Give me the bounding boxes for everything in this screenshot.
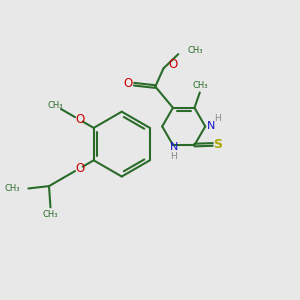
Text: H: H [170, 152, 177, 161]
Text: CH₃: CH₃ [47, 101, 63, 110]
Text: O: O [75, 162, 84, 175]
Text: CH₃: CH₃ [193, 81, 208, 90]
Text: CH₃: CH₃ [43, 210, 58, 219]
Text: O: O [168, 58, 178, 71]
Text: N: N [169, 142, 178, 152]
Text: O: O [75, 113, 84, 126]
Text: O: O [123, 77, 132, 90]
Text: CH₃: CH₃ [187, 46, 202, 55]
Text: H: H [214, 114, 221, 123]
Text: CH₃: CH₃ [4, 184, 20, 193]
Text: S: S [214, 138, 223, 151]
Text: N: N [207, 121, 215, 131]
